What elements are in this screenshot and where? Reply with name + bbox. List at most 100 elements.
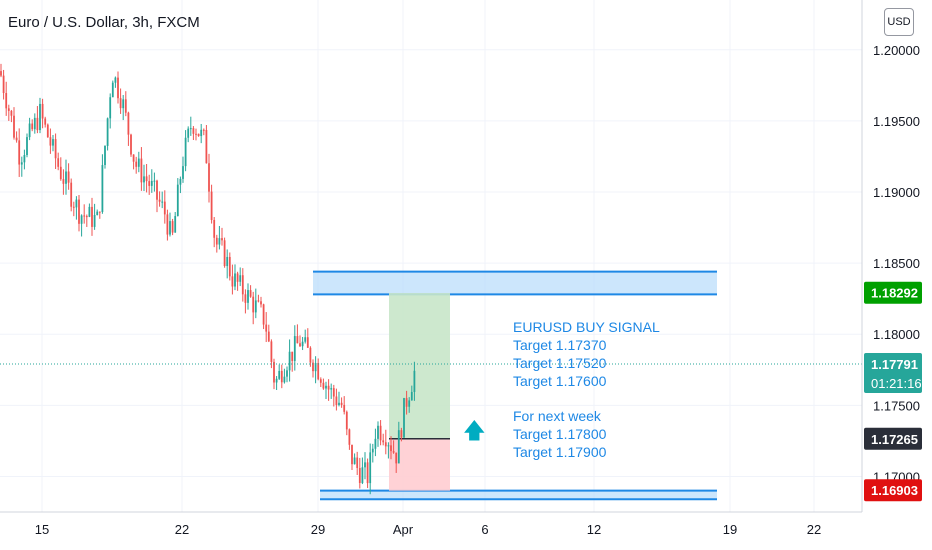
- candle-body: [218, 238, 221, 245]
- candle-body: [189, 128, 192, 130]
- candle-body: [390, 445, 392, 452]
- price-tick-label: 1.18000: [873, 327, 920, 342]
- candle-body: [278, 370, 281, 379]
- candle-body: [36, 117, 39, 131]
- candle-body: [275, 378, 278, 383]
- time-tick-label: 15: [35, 522, 49, 537]
- zones-layer: [313, 270, 717, 501]
- signal-annotation[interactable]: EURUSD BUY SIGNAL Target 1.17370 Target …: [513, 318, 660, 390]
- candle-body: [91, 206, 93, 227]
- candle-body: [44, 118, 47, 125]
- candle-body: [364, 462, 366, 468]
- candle-body: [377, 425, 379, 439]
- price-tick-label: 1.18500: [873, 256, 920, 271]
- candle-body: [202, 129, 205, 131]
- candle-body: [338, 402, 340, 405]
- candle-body: [374, 438, 377, 449]
- candle-body: [158, 199, 161, 202]
- candle-body: [104, 145, 106, 166]
- candle-body: [314, 362, 317, 372]
- candle-body: [293, 336, 296, 361]
- candle-body: [223, 240, 226, 267]
- candle-body: [353, 457, 356, 465]
- candle-body: [122, 99, 125, 109]
- price-tick-label: 1.19000: [873, 185, 920, 200]
- candle-body: [132, 154, 135, 162]
- candle-body: [174, 216, 177, 233]
- candle-body: [234, 273, 236, 287]
- candle-body: [252, 296, 255, 313]
- candle-body: [192, 128, 195, 134]
- candle-body: [335, 396, 338, 405]
- price-axis-labels: 1.170001.175001.180001.185001.190001.195…: [873, 43, 920, 485]
- currency-button[interactable]: USD: [884, 8, 914, 36]
- candle-body: [244, 294, 247, 303]
- candle-body: [288, 351, 291, 371]
- candle-body: [15, 137, 18, 141]
- candle-body: [231, 276, 234, 287]
- candle-body: [70, 182, 73, 207]
- candle-body: [26, 137, 28, 156]
- candle-body: [387, 445, 390, 447]
- candle-body: [62, 179, 65, 184]
- candle-body: [254, 300, 257, 313]
- candle-body: [249, 290, 252, 297]
- candle-body: [241, 275, 244, 295]
- candle-body: [403, 398, 405, 438]
- candle-body: [319, 379, 322, 383]
- time-axis-labels: 15 22 29 Apr 6 12 19 22: [35, 522, 821, 537]
- candle-body: [130, 134, 132, 155]
- candle-body: [59, 166, 62, 180]
- candle-body: [392, 451, 395, 453]
- candle-body: [299, 343, 301, 347]
- candle-body: [226, 256, 229, 267]
- up-arrow-icon[interactable]: 🡅: [463, 418, 486, 443]
- target-line: Target 1.17800: [513, 426, 607, 442]
- long-position-tool[interactable]: [389, 292, 450, 491]
- candle-body: [195, 133, 197, 135]
- candle-body: [280, 370, 283, 383]
- last-price-badge-bg: [864, 352, 922, 393]
- candle-body: [361, 467, 364, 483]
- candle-body: [301, 341, 304, 347]
- time-tick-label: 29: [311, 522, 325, 537]
- target-line: Target 1.17600: [513, 373, 607, 389]
- candle-body: [257, 300, 260, 302]
- symbol-title[interactable]: Euro / U.S. Dollar, 3h, FXCM: [8, 14, 200, 31]
- candle-body: [330, 388, 333, 390]
- next-week-annotation[interactable]: For next week Target 1.17800 Target 1.17…: [513, 407, 606, 461]
- candle-body: [358, 467, 361, 483]
- candle-body: [327, 385, 330, 390]
- profit-zone: [389, 292, 450, 439]
- candle-body: [124, 99, 127, 113]
- candle-body: [5, 93, 8, 109]
- candle-body: [208, 163, 210, 192]
- candle-body: [153, 180, 156, 182]
- signal-title: EURUSD BUY SIGNAL: [513, 319, 660, 335]
- candle-body: [72, 206, 75, 208]
- candle-body: [304, 337, 307, 342]
- candle-body: [345, 411, 348, 430]
- candle-body: [317, 362, 320, 380]
- candle-body: [57, 158, 60, 167]
- entry-badge-bg: [864, 427, 922, 450]
- price-badges: 1.18292 1.17791 01:21:16 1.17265 1.16903: [864, 281, 922, 502]
- candle-body: [205, 130, 208, 164]
- candle-body: [210, 191, 213, 220]
- target-line: Target 1.17370: [513, 337, 607, 353]
- support-zone: [320, 490, 717, 500]
- candle-body: [52, 139, 54, 146]
- next-week-title: For next week: [513, 408, 601, 424]
- candle-body: [236, 273, 239, 282]
- countdown-label: 01:21:16: [871, 376, 922, 391]
- candle-body: [111, 82, 114, 98]
- candle-body: [10, 110, 13, 116]
- candle-body: [270, 341, 273, 362]
- candle-body: [382, 440, 385, 443]
- candle-body: [273, 361, 275, 383]
- resistance-badge-label: 1.18292: [871, 286, 918, 301]
- candles-layer: [0, 63, 416, 495]
- candle-body: [169, 221, 171, 235]
- candle-body: [78, 199, 80, 224]
